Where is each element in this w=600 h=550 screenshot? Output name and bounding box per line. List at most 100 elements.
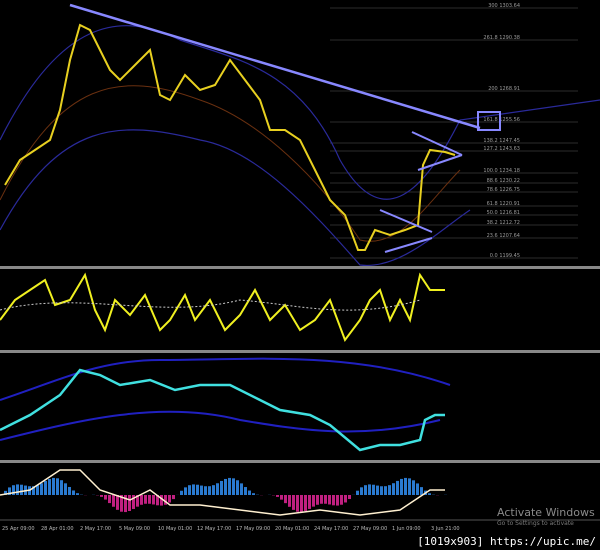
price — [4, 23, 456, 251]
histogram-bar — [356, 490, 359, 495]
band-upper — [0, 25, 600, 200]
histogram-bar — [420, 487, 423, 495]
histogram-bar — [252, 493, 255, 495]
histogram-bar — [332, 495, 335, 506]
date-label: 3 Jun 21:00 — [431, 526, 460, 532]
channel-upper — [0, 357, 451, 401]
watermark-title: Activate Windows — [497, 506, 595, 519]
price-smooth — [0, 368, 445, 452]
date-label: 25 Apr 09:00 — [2, 526, 35, 532]
histogram-bar — [220, 480, 223, 495]
fib-label: 138.2 1247.45 — [483, 138, 520, 144]
histogram-bar — [144, 495, 147, 504]
histogram-bar — [120, 495, 123, 512]
histogram-bar — [228, 477, 231, 495]
histogram-bar — [376, 485, 379, 495]
histogram-bar — [100, 495, 103, 497]
band-lower — [0, 129, 471, 266]
fib-levels: 300 1303.64 261.8 1290.38 200 1268.91 161.8… — [330, 3, 578, 259]
histogram-bar — [340, 495, 343, 505]
histogram-bar — [364, 485, 367, 495]
histogram-bar — [284, 495, 287, 504]
histogram-bar — [36, 485, 39, 495]
histogram-bar — [104, 495, 107, 500]
histogram-bar — [344, 495, 347, 503]
histogram-bar — [416, 483, 419, 495]
highlight-box — [477, 111, 501, 131]
histogram-bar — [196, 484, 199, 495]
histogram-bar — [324, 495, 327, 504]
trend-line — [411, 131, 463, 156]
histogram-bar — [400, 478, 403, 495]
histogram-bar — [204, 486, 207, 495]
channel-lower — [0, 410, 441, 441]
histogram-bar — [48, 478, 51, 495]
histogram-bar — [380, 486, 383, 495]
signal-line — [0, 299, 421, 311]
histogram-bar — [396, 480, 399, 495]
fib-label: 161.8 1255.56 — [483, 117, 520, 123]
histogram-bar — [8, 487, 11, 495]
histogram-bar — [4, 490, 7, 495]
histogram-bar — [168, 495, 171, 503]
histogram-bar — [412, 480, 415, 495]
histogram-bar — [160, 495, 163, 506]
momentum-line — [0, 469, 445, 516]
histogram-bar — [300, 495, 303, 513]
histogram-bar — [336, 495, 339, 506]
histogram-bar — [312, 495, 315, 507]
histogram-bar — [240, 483, 243, 495]
histogram-bar — [184, 487, 187, 495]
histogram-bar — [368, 484, 371, 495]
histogram-bar — [348, 495, 351, 500]
fib-label: 88.6 1230.22 — [487, 178, 520, 184]
histogram-bar — [12, 485, 15, 495]
histogram-bar — [52, 477, 55, 495]
fib-label: 0.0 1199.45 — [490, 253, 520, 259]
histogram-bar — [56, 478, 59, 495]
histogram-bar — [124, 495, 127, 513]
histogram-bar — [152, 495, 155, 505]
histogram-bar — [20, 484, 23, 495]
histogram-bar — [276, 495, 279, 497]
date-label: 5 May 09:00 — [119, 526, 150, 532]
histogram-bar — [316, 495, 319, 505]
panel-divider — [0, 266, 600, 269]
histogram-bar — [116, 495, 119, 510]
histogram-bar — [172, 495, 175, 500]
trend-line — [379, 209, 433, 233]
histogram-bar — [308, 495, 311, 509]
histogram-bar — [288, 495, 291, 507]
image-badge: [1019x903] https://upic.me/ — [413, 533, 600, 550]
oscillator — [0, 272, 445, 343]
histogram-bar — [16, 484, 19, 495]
date-label: 10 May 01:00 — [158, 526, 192, 532]
histogram-bar — [72, 490, 75, 495]
histogram-bar — [388, 485, 391, 495]
date-label: 2 May 17:00 — [80, 526, 111, 532]
histogram-bar — [428, 493, 431, 495]
histogram-bar — [212, 485, 215, 495]
histogram-bar — [148, 495, 151, 504]
histogram-bar — [136, 495, 139, 507]
histogram-bar — [76, 493, 79, 495]
histogram-bar — [224, 478, 227, 495]
fib-label: 127.2 1243.63 — [483, 146, 520, 152]
date-label: 20 May 01:00 — [275, 526, 309, 532]
histogram-bar — [164, 495, 167, 505]
trend-line — [69, 3, 481, 130]
date-label: 27 May 09:00 — [353, 526, 387, 532]
fib-label: 38.2 1212.72 — [487, 220, 520, 226]
histogram-bar — [140, 495, 143, 505]
histogram-bar — [180, 490, 183, 495]
histogram-bar — [108, 495, 111, 504]
histogram-bar — [112, 495, 115, 507]
date-label: 24 May 17:00 — [314, 526, 348, 532]
histogram-bar — [244, 487, 247, 495]
histogram-bar — [132, 495, 135, 509]
histogram-bar — [372, 484, 375, 495]
fib-label: 78.6 1226.75 — [487, 187, 520, 193]
histogram-bar — [200, 485, 203, 495]
